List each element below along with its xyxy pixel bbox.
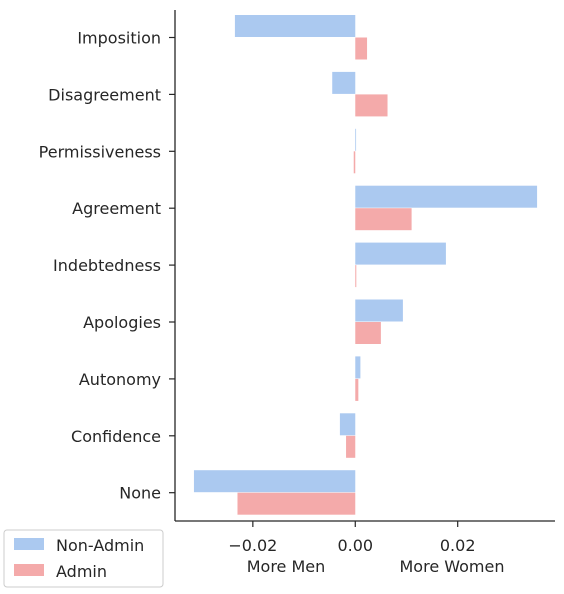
bar-non-admin-autonomy [355,356,361,379]
x-tick-label-2: 0.02 [440,536,476,555]
y-tick-label-confidence: Confidence [71,427,161,446]
bar-non-admin-disagreement [332,71,356,94]
legend-label-admin: Admin [56,562,107,581]
bar-admin-imposition [355,37,368,60]
x-annotation-men: More Men [247,557,326,576]
bar-admin-disagreement [355,94,388,117]
bars-group [193,15,538,515]
legend-swatch-non-admin [14,538,44,550]
bar-admin-autonomy [355,378,359,401]
y-tick-label-autonomy: Autonomy [79,370,161,389]
bar-non-admin-permissiveness [355,128,357,151]
bar-non-admin-confidence [339,413,356,436]
bar-admin-indebtedness [355,265,357,288]
bar-admin-permissiveness [353,151,356,174]
bar-non-admin-apologies [355,299,403,322]
legend: Non-Admin Admin [3,529,164,588]
bar-admin-confidence [346,435,356,458]
x-annotation-women: More Women [400,557,505,576]
x-tick-label-1: 0.00 [337,536,373,555]
legend-swatch-admin [14,564,44,576]
x-tick-labels: −0.02 0.00 0.02 [228,536,475,555]
y-tick-label-imposition: Imposition [77,29,161,48]
y-tick-label-indebtedness: Indebtedness [53,256,161,275]
bar-non-admin-none [193,470,356,493]
bar-non-admin-imposition [234,15,356,37]
y-tick-label-permissiveness: Permissiveness [39,142,161,161]
bar-admin-apologies [355,322,381,344]
axes-group [169,10,555,527]
y-tick-label-agreement: Agreement [72,199,161,218]
bar-non-admin-indebtedness [355,242,446,265]
x-tick-label-0: −0.02 [228,536,277,555]
legend-label-non-admin: Non-Admin [56,536,144,555]
bar-admin-agreement [355,208,412,231]
bar-non-admin-agreement [355,185,538,208]
y-tick-labels: Imposition Disagreement Permissiveness Agre… [39,29,161,503]
bar-admin-none [237,492,356,515]
y-tick-label-none: None [119,484,161,503]
y-tick-label-disagreement: Disagreement [48,85,161,104]
y-tick-label-apologies: Apologies [83,313,161,332]
